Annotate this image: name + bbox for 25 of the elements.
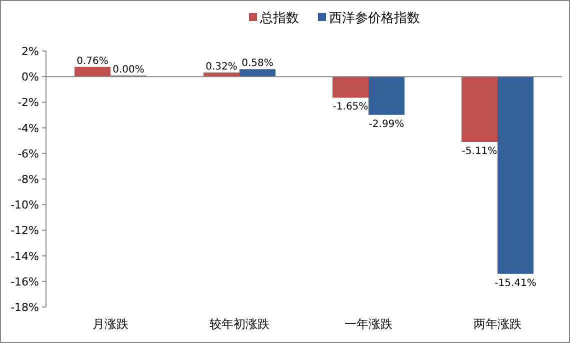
x-tick-label: 一年涨跌 (344, 317, 392, 331)
y-tick-label: -2% (18, 96, 39, 110)
x-tick-label: 较年初涨跌 (210, 317, 270, 331)
data-label: -2.99% (368, 118, 404, 130)
data-label: 0.58% (242, 58, 274, 70)
y-tick-label: -8% (18, 173, 39, 186)
y-tick-label: -4% (18, 122, 39, 135)
data-label: -1.65% (332, 102, 368, 113)
y-tick-label: -14% (10, 250, 39, 263)
data-label: 0.00% (112, 64, 144, 76)
y-tick-label: -12% (10, 224, 39, 238)
y-tick-label: -16% (10, 275, 39, 288)
y-tick-label: -10% (10, 198, 39, 212)
y-tick-label: -18% (10, 301, 39, 314)
data-label: -15.41% (494, 278, 536, 289)
legend-label: 总指数 (259, 11, 299, 26)
data-label: -5.11% (462, 146, 498, 158)
y-tick-label: 0% (22, 70, 39, 84)
data-label: 0.76% (76, 56, 108, 67)
data-label: 0.32% (206, 62, 238, 73)
x-tick-label: 两年涨跌 (474, 317, 522, 331)
y-tick-label: 2% (22, 45, 39, 58)
legend-label: 西洋参价格指数 (329, 11, 420, 26)
y-tick-label: -6% (18, 147, 39, 160)
x-tick-label: 月涨跌 (92, 317, 128, 331)
